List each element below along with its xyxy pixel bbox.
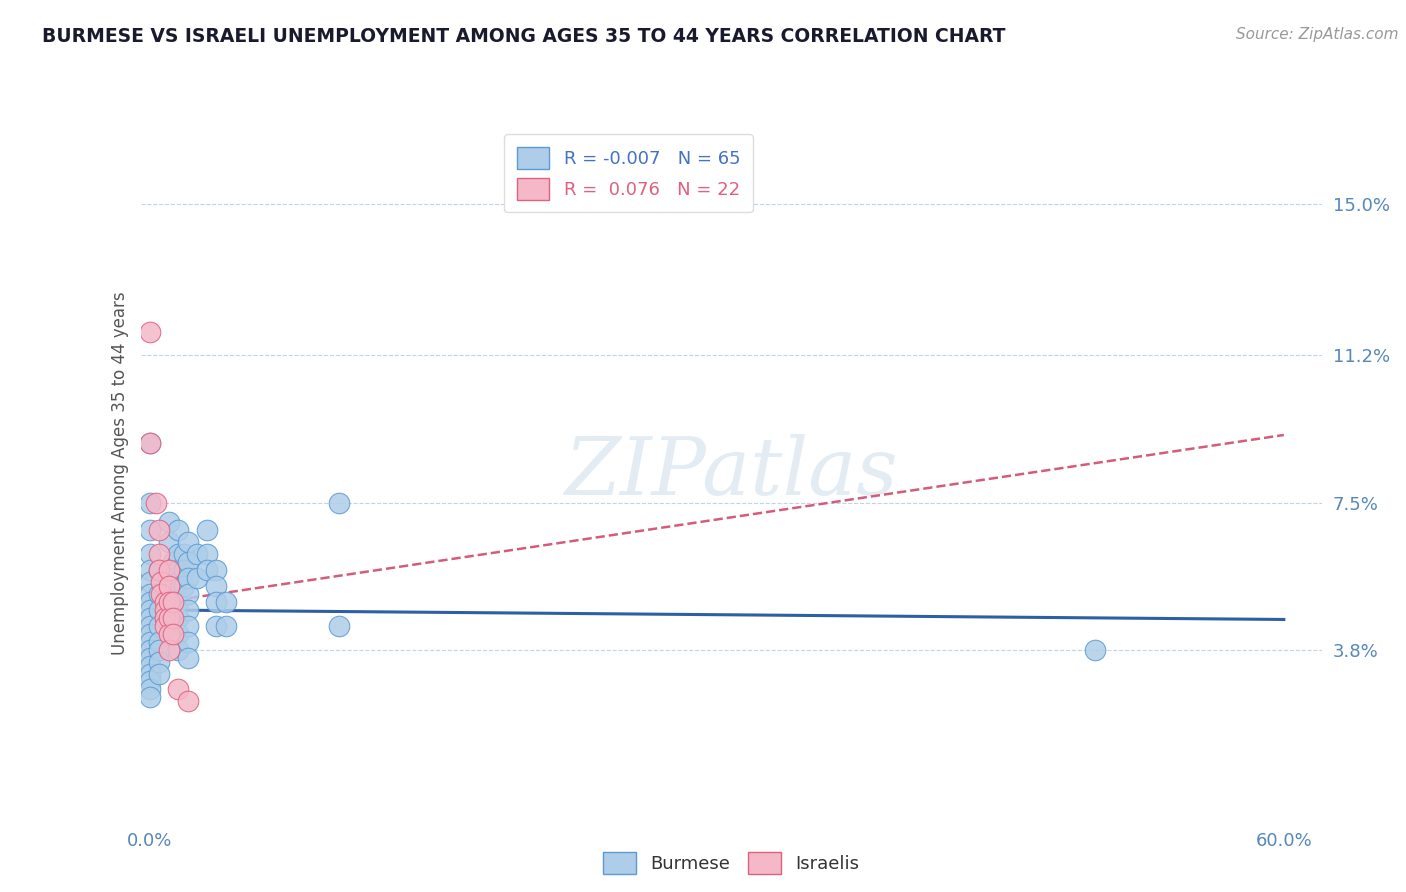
- Point: [150, 575, 173, 590]
- Point: [173, 579, 195, 593]
- Point: [162, 571, 184, 585]
- Point: [157, 611, 180, 625]
- Point: [153, 603, 176, 617]
- Point: [195, 524, 218, 538]
- Point: [153, 611, 176, 625]
- Text: Source: ZipAtlas.com: Source: ZipAtlas.com: [1236, 27, 1399, 42]
- Point: [139, 436, 162, 450]
- Point: [139, 436, 162, 450]
- Point: [173, 547, 195, 561]
- Point: [167, 547, 190, 561]
- Point: [157, 535, 180, 549]
- Point: [186, 571, 208, 585]
- Point: [1084, 642, 1107, 657]
- Point: [148, 634, 170, 648]
- Point: [162, 587, 184, 601]
- Point: [139, 682, 162, 697]
- Point: [148, 603, 170, 617]
- Point: [167, 682, 190, 697]
- Point: [139, 325, 162, 339]
- Point: [148, 524, 170, 538]
- Point: [157, 627, 180, 641]
- Point: [148, 563, 170, 577]
- Point: [139, 674, 162, 689]
- Point: [162, 627, 184, 641]
- Point: [139, 642, 162, 657]
- Point: [148, 642, 170, 657]
- Point: [139, 495, 162, 509]
- Point: [214, 595, 236, 609]
- Point: [139, 690, 162, 705]
- Text: BURMESE VS ISRAELI UNEMPLOYMENT AMONG AGES 35 TO 44 YEARS CORRELATION CHART: BURMESE VS ISRAELI UNEMPLOYMENT AMONG AG…: [42, 27, 1005, 45]
- Point: [205, 619, 228, 633]
- Point: [139, 575, 162, 590]
- Point: [139, 634, 162, 648]
- Point: [177, 535, 200, 549]
- Point: [139, 587, 162, 601]
- Point: [328, 619, 350, 633]
- Point: [139, 563, 162, 577]
- Point: [177, 571, 200, 585]
- Point: [205, 595, 228, 609]
- Point: [139, 595, 162, 609]
- Point: [167, 595, 190, 609]
- Legend: Burmese, Israelis: Burmese, Israelis: [596, 845, 866, 881]
- Point: [162, 611, 184, 625]
- Point: [139, 658, 162, 673]
- Point: [157, 579, 180, 593]
- Point: [167, 524, 190, 538]
- Point: [139, 603, 162, 617]
- Point: [195, 563, 218, 577]
- Point: [157, 516, 180, 530]
- Point: [167, 627, 190, 641]
- Point: [148, 619, 170, 633]
- Point: [205, 563, 228, 577]
- Point: [162, 555, 184, 569]
- Point: [139, 666, 162, 681]
- Point: [148, 587, 170, 601]
- Point: [177, 694, 200, 708]
- Point: [177, 634, 200, 648]
- Point: [167, 563, 190, 577]
- Point: [139, 627, 162, 641]
- Point: [157, 563, 180, 577]
- Point: [153, 595, 176, 609]
- Point: [145, 495, 167, 509]
- Point: [157, 595, 180, 609]
- Point: [177, 619, 200, 633]
- Point: [167, 575, 190, 590]
- Point: [177, 603, 200, 617]
- Y-axis label: Unemployment Among Ages 35 to 44 years: Unemployment Among Ages 35 to 44 years: [111, 291, 129, 655]
- Point: [177, 555, 200, 569]
- Point: [173, 563, 195, 577]
- Point: [148, 563, 170, 577]
- Point: [177, 587, 200, 601]
- Point: [162, 595, 184, 609]
- Point: [139, 547, 162, 561]
- Point: [195, 547, 218, 561]
- Point: [214, 619, 236, 633]
- Text: ZIPatlas: ZIPatlas: [564, 434, 898, 511]
- Point: [148, 666, 170, 681]
- Point: [150, 587, 173, 601]
- Point: [167, 642, 190, 657]
- Point: [148, 655, 170, 669]
- Point: [153, 619, 176, 633]
- Point: [157, 642, 180, 657]
- Point: [139, 619, 162, 633]
- Point: [167, 611, 190, 625]
- Point: [186, 547, 208, 561]
- Point: [139, 611, 162, 625]
- Point: [205, 579, 228, 593]
- Point: [177, 650, 200, 665]
- Point: [328, 495, 350, 509]
- Point: [148, 547, 170, 561]
- Point: [139, 524, 162, 538]
- Point: [139, 650, 162, 665]
